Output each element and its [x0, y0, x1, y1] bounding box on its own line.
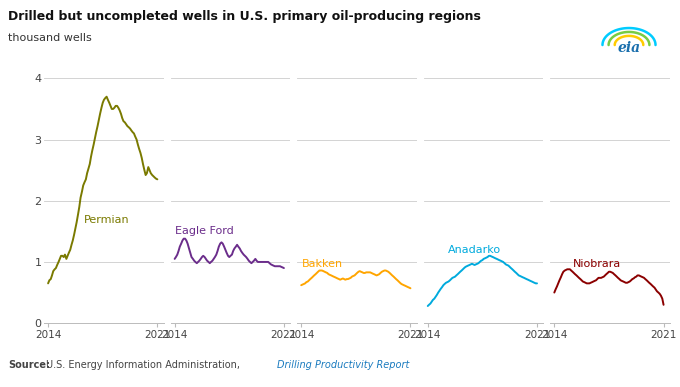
- Text: Source:: Source:: [8, 360, 50, 370]
- Text: Drilling Productivity Report: Drilling Productivity Report: [277, 360, 410, 370]
- Text: eia: eia: [617, 41, 641, 55]
- Text: U.S. Energy Information Administration,: U.S. Energy Information Administration,: [46, 360, 243, 370]
- Text: thousand wells: thousand wells: [8, 33, 92, 43]
- Text: Eagle Ford: Eagle Ford: [175, 226, 234, 236]
- Text: Drilled but uncompleted wells in U.S. primary oil-producing regions: Drilled but uncompleted wells in U.S. pr…: [8, 10, 481, 23]
- Text: Bakken: Bakken: [302, 259, 343, 269]
- Text: Permian: Permian: [84, 215, 130, 225]
- Text: Anadarko: Anadarko: [448, 245, 501, 255]
- Text: Niobrara: Niobrara: [573, 259, 622, 269]
